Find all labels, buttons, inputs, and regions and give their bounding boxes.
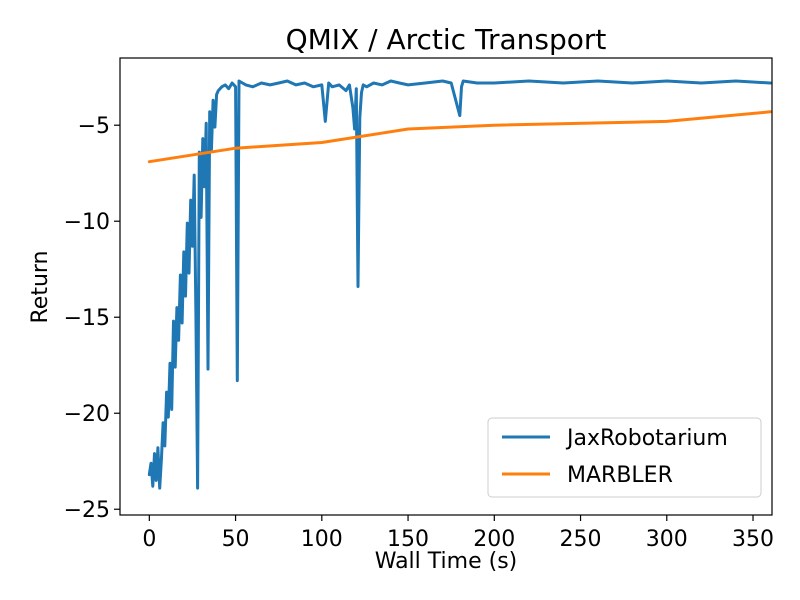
x-axis-ticks: 0 50 100 150 200 250 300 350 bbox=[142, 515, 774, 552]
series-line-marbler bbox=[147, 110, 772, 164]
x-axis-label: Wall Time (s) bbox=[375, 549, 518, 574]
x-tick-label: 350 bbox=[732, 527, 774, 552]
y-axis-ticks: −25 −20 −15 −10 −5 bbox=[64, 114, 120, 523]
x-tick-label: 0 bbox=[142, 527, 156, 552]
y-axis-label: Return bbox=[28, 250, 53, 323]
series-line-jaxrobotarium bbox=[147, 79, 772, 490]
legend-label-marbler: MARBLER bbox=[567, 463, 673, 488]
x-tick-label: 150 bbox=[387, 527, 429, 552]
series-layer bbox=[147, 79, 772, 490]
chart-title: QMIX / Arctic Transport bbox=[286, 23, 607, 56]
legend: JaxRobotarium MARBLER bbox=[487, 417, 762, 498]
x-tick-label: 200 bbox=[473, 527, 515, 552]
y-tick-label: −10 bbox=[64, 210, 110, 235]
y-tick-label: −5 bbox=[78, 114, 110, 139]
y-tick-label: −20 bbox=[64, 402, 110, 427]
y-tick-label: −25 bbox=[64, 498, 110, 523]
x-tick-label: 300 bbox=[646, 527, 688, 552]
x-tick-label: 50 bbox=[222, 527, 250, 552]
legend-label-jaxrobotarium: JaxRobotarium bbox=[565, 426, 728, 451]
plot-frame bbox=[119, 57, 773, 516]
x-tick-label: 100 bbox=[301, 527, 343, 552]
legend-box bbox=[487, 417, 762, 498]
y-tick-label: −15 bbox=[64, 306, 110, 331]
x-tick-label: 250 bbox=[560, 527, 602, 552]
